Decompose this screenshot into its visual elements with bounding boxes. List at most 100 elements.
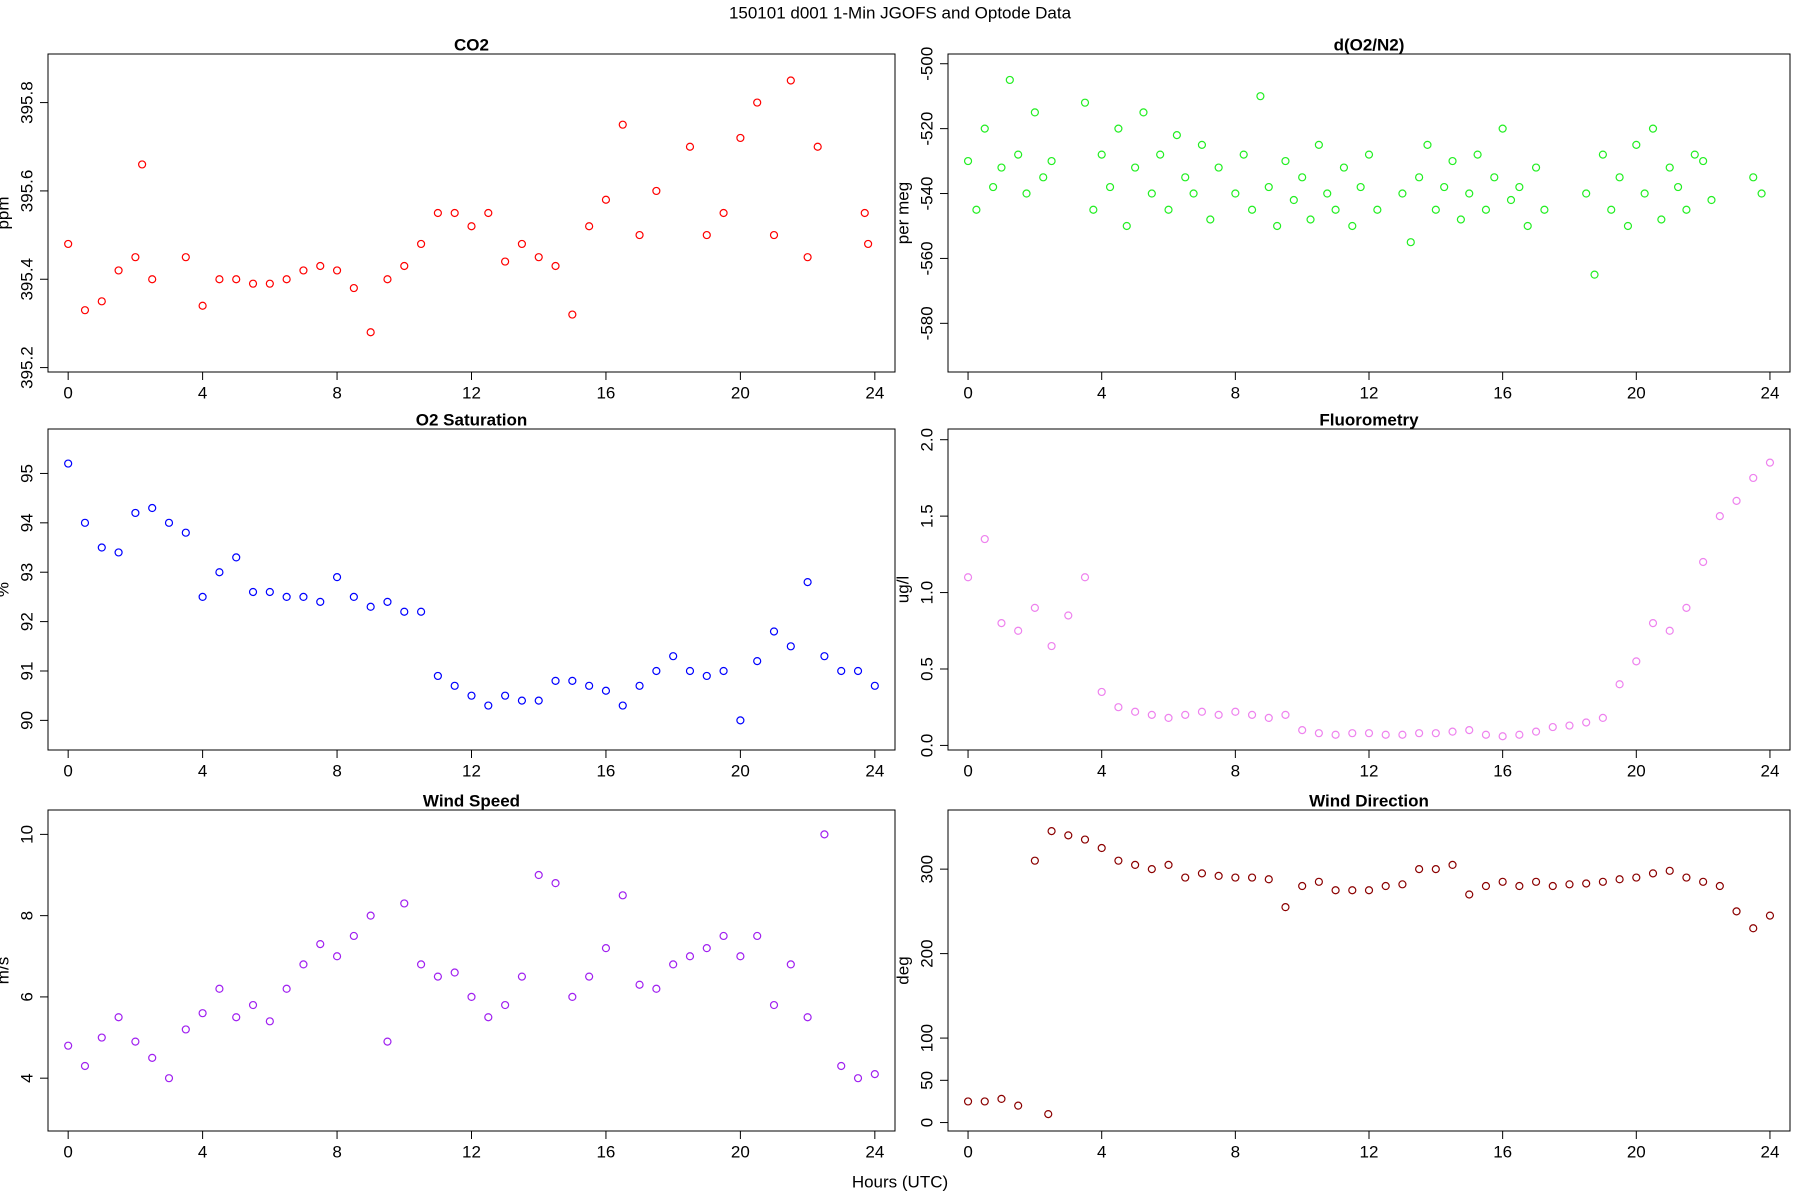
point	[803, 577, 812, 587]
point	[1715, 512, 1724, 521]
y-tick-label: 93	[17, 563, 36, 582]
point	[299, 592, 308, 602]
point	[1415, 865, 1424, 874]
point	[585, 972, 594, 981]
point	[97, 297, 106, 306]
point	[837, 666, 846, 676]
point	[198, 1009, 207, 1018]
x-tick-label: 8	[1231, 383, 1240, 402]
point	[1047, 827, 1056, 836]
point	[1247, 205, 1257, 214]
point	[585, 681, 594, 690]
point	[1582, 189, 1591, 198]
panel-title: Fluorometry	[1319, 410, 1419, 429]
point	[719, 666, 728, 676]
point	[1682, 603, 1691, 612]
point	[1598, 150, 1607, 159]
point	[1298, 881, 1307, 891]
point	[1273, 221, 1282, 231]
point	[148, 1053, 157, 1062]
point	[1314, 729, 1323, 738]
point	[1749, 473, 1758, 483]
x-tick-label: 8	[332, 383, 341, 402]
point	[551, 879, 560, 888]
point	[400, 607, 409, 616]
point	[1331, 886, 1340, 895]
point	[1339, 163, 1349, 172]
x-tick-label: 12	[1360, 1142, 1379, 1161]
point	[753, 98, 762, 107]
point	[1623, 221, 1633, 231]
panel-title: Wind Direction	[1309, 791, 1429, 810]
point	[769, 1000, 779, 1010]
point	[1498, 124, 1507, 133]
point	[963, 156, 973, 166]
point	[97, 543, 106, 552]
point	[702, 671, 711, 681]
point	[1298, 726, 1307, 735]
y-axis-label: deg	[893, 956, 912, 984]
x-tick-label: 16	[596, 1142, 615, 1161]
point	[265, 587, 274, 597]
point	[215, 984, 224, 993]
y-tick-label: 95	[17, 464, 36, 483]
point	[1765, 911, 1775, 920]
point	[1147, 710, 1156, 719]
point	[1030, 856, 1039, 865]
point	[736, 716, 745, 725]
point	[1715, 881, 1724, 891]
x-tick-label: 20	[731, 1142, 750, 1161]
x-tick-label: 20	[1627, 383, 1646, 402]
y-tick-label: 92	[17, 612, 36, 631]
point	[181, 253, 190, 262]
point	[837, 1061, 846, 1071]
point	[669, 652, 678, 661]
point	[1164, 205, 1173, 214]
x-tick-label: 8	[1231, 761, 1240, 780]
point	[1515, 730, 1524, 739]
point	[80, 306, 90, 315]
panel-title: Wind Speed	[423, 791, 520, 810]
point	[1515, 881, 1524, 891]
point	[568, 310, 577, 319]
point	[972, 205, 981, 214]
point	[1214, 163, 1223, 172]
point	[997, 619, 1006, 628]
y-tick-label: 1.5	[917, 504, 936, 528]
point	[232, 1013, 241, 1022]
point	[1648, 124, 1658, 133]
point	[484, 701, 493, 710]
x-tick-label: 20	[1627, 761, 1646, 780]
point	[1097, 843, 1106, 853]
point	[1014, 1101, 1023, 1110]
point	[853, 666, 863, 676]
point	[1732, 907, 1741, 916]
point	[1064, 831, 1073, 840]
point	[467, 222, 476, 231]
point	[1181, 710, 1190, 719]
point	[702, 944, 711, 953]
point	[534, 253, 543, 262]
point	[719, 931, 728, 941]
point	[164, 1074, 174, 1083]
point	[1440, 182, 1449, 192]
point	[786, 642, 795, 651]
page-title: 150101 d001 1-Min JGOFS and Optode Data	[729, 3, 1072, 22]
x-tick-label: 16	[1493, 761, 1512, 780]
point	[400, 261, 409, 271]
point	[1264, 182, 1273, 192]
point	[1665, 866, 1674, 875]
x-tick-label: 0	[963, 1142, 972, 1161]
point	[366, 602, 375, 611]
point	[702, 230, 711, 240]
y-axis-label: ppm	[0, 196, 12, 229]
point	[148, 275, 157, 284]
point	[685, 666, 695, 676]
x-tick-label: 24	[1760, 761, 1779, 780]
x-tick-label: 24	[865, 1142, 884, 1161]
point	[332, 573, 342, 582]
point	[131, 1037, 140, 1046]
point	[1256, 92, 1265, 101]
point	[1247, 873, 1257, 882]
point	[1114, 124, 1123, 133]
